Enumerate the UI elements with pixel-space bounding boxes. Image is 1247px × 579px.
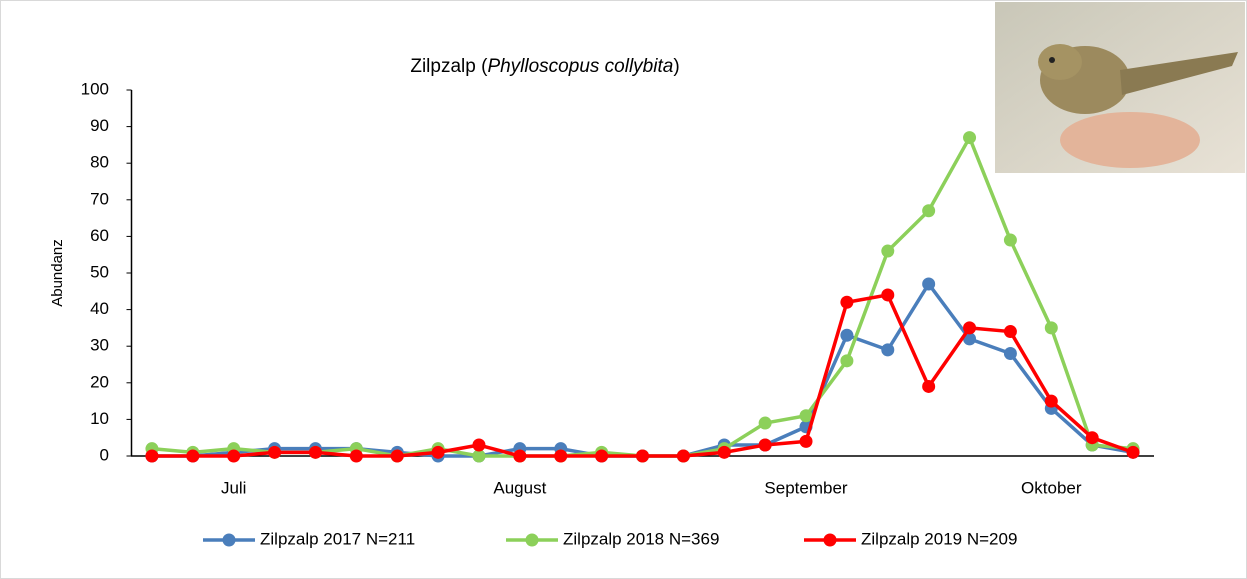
data-point (758, 438, 772, 452)
legend-label: Zilpzalp 2017 N=211 (260, 529, 415, 548)
title-text: ) (673, 56, 679, 77)
chart-title: Zilpzalp (Phylloscopus collybita) (410, 56, 679, 77)
data-point (881, 288, 895, 302)
legend-marker (823, 533, 837, 547)
y-tick-label: 40 (90, 299, 109, 318)
data-point (717, 445, 731, 459)
data-point (881, 244, 895, 258)
bird-photo (995, 2, 1245, 173)
data-point (1126, 445, 1140, 459)
legend-label: Zilpzalp 2019 N=209 (861, 529, 1017, 548)
data-point (145, 449, 159, 463)
data-point (1044, 394, 1058, 408)
y-tick-label: 80 (90, 153, 109, 172)
x-tick-label: Juli (221, 478, 247, 497)
data-point (472, 438, 486, 452)
data-point (308, 445, 322, 459)
y-tick-label: 90 (90, 116, 109, 135)
data-point (922, 379, 936, 393)
data-point (840, 354, 854, 368)
data-point (922, 277, 936, 291)
data-point (554, 449, 568, 463)
y-tick-label: 10 (90, 409, 109, 428)
y-tick-label: 70 (90, 189, 109, 208)
data-point (676, 449, 690, 463)
legend-marker (525, 533, 539, 547)
data-point (472, 449, 486, 463)
data-point (963, 332, 977, 346)
data-point (268, 445, 282, 459)
data-point (881, 343, 895, 357)
data-point (1085, 431, 1099, 445)
data-point (1003, 347, 1017, 361)
y-tick-label: 60 (90, 226, 109, 245)
data-point (963, 131, 977, 145)
y-tick-label: 0 (100, 445, 109, 464)
data-point (595, 449, 609, 463)
y-axis-label: Abundanz (49, 239, 66, 307)
y-tick-label: 50 (90, 262, 109, 281)
data-point (186, 449, 200, 463)
data-point (840, 328, 854, 342)
data-point (227, 449, 241, 463)
x-tick-label: Oktober (1021, 478, 1082, 497)
data-point (513, 449, 527, 463)
data-point (1044, 321, 1058, 335)
data-point (636, 449, 649, 463)
x-tick-label: September (764, 478, 847, 497)
title-species: Phylloscopus collybita (487, 56, 673, 77)
data-point (431, 445, 445, 459)
y-tick-label: 100 (81, 79, 109, 98)
data-point (963, 321, 977, 335)
y-tick-label: 20 (90, 372, 109, 391)
x-tick-label: August (493, 478, 546, 497)
data-point (758, 416, 772, 430)
data-point (922, 204, 936, 218)
data-point (799, 434, 813, 448)
y-tick-label: 30 (90, 336, 109, 355)
data-point (840, 295, 854, 309)
data-point (1003, 325, 1017, 339)
data-point (390, 449, 404, 463)
legend-label: Zilpzalp 2018 N=369 (563, 529, 719, 548)
legend-marker (222, 533, 236, 547)
data-point (1003, 233, 1017, 247)
title-text: Zilpzalp ( (410, 56, 488, 77)
data-point (799, 409, 813, 423)
data-point (349, 449, 363, 463)
